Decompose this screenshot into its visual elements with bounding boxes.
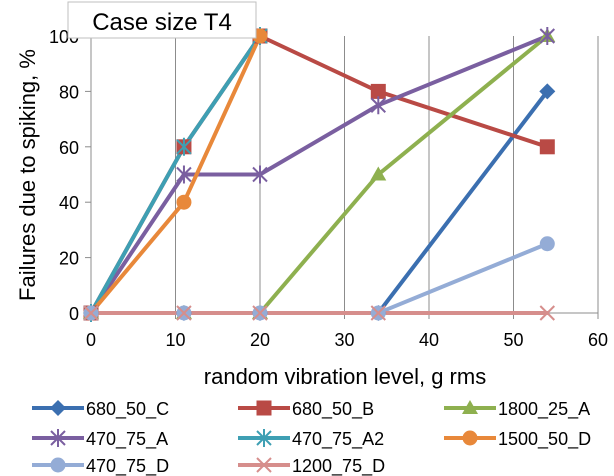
title-box: [67, 1, 257, 39]
marker-470_75_D-4: [539, 236, 555, 252]
marker-1200_75_D-1: [176, 305, 192, 321]
legend-marker-1200_75_D: [256, 457, 272, 473]
x-axis-label: random vibration level, g rms: [204, 364, 486, 389]
series-lines: [89, 34, 550, 315]
marker-1800_25_A-3: [370, 166, 387, 181]
marker-1200_75_D-0: [83, 305, 99, 321]
legend-label-470_75_A2: 470_75_A2: [292, 429, 384, 450]
legend-label-680_50_B: 680_50_B: [292, 399, 374, 420]
legend-label-1200_75_D: 1200_75_D: [292, 456, 385, 476]
legend-label-1800_25_A: 1800_25_A: [498, 399, 590, 420]
x-tick-label-30: 30: [334, 330, 354, 350]
marker-470_75_A-2: [252, 165, 268, 184]
legend-label-470_75_A: 470_75_A: [86, 429, 168, 450]
marker-1200_75_D-4: [539, 305, 556, 321]
legend-marker-1500_50_D: [462, 430, 478, 446]
legend-marker-680_50_C: [50, 400, 66, 416]
y-tick-label-40: 40: [59, 193, 79, 213]
legend-marker-470_75_A: [50, 429, 66, 447]
marker-1200_75_D-3: [370, 305, 387, 321]
y-tick-label-0: 0: [69, 304, 79, 324]
x-tick-label-50: 50: [503, 330, 523, 350]
marker-680_50_B-4: [539, 139, 555, 155]
marker-470_75_A-1: [176, 165, 192, 184]
legend-marker-680_50_B: [256, 400, 272, 416]
marker-680_50_B-3: [370, 83, 386, 99]
marker-1200_75_D-2: [252, 305, 268, 321]
x-tick-label-60: 60: [588, 330, 608, 350]
marker-470_75_A-3: [370, 96, 387, 115]
legend-marker-1800_25_A: [462, 400, 478, 414]
grid: [175, 36, 599, 313]
y-axis-label: Failures due to spiking, %: [15, 49, 40, 301]
legend-label-1500_50_D: 1500_50_D: [498, 429, 591, 450]
legend-marker-470_75_D: [50, 457, 66, 473]
legend-marker-470_75_A2: [256, 429, 272, 447]
chart-title: Case size T4: [92, 9, 232, 36]
marker-470_75_A2-1: [176, 137, 192, 156]
series-line-470_75_D: [89, 241, 550, 315]
legend-label-470_75_D: 470_75_D: [86, 456, 169, 476]
y-tick-label-80: 80: [59, 82, 79, 102]
legend-label-680_50_C: 680_50_C: [86, 399, 169, 420]
x-tick-label-10: 10: [165, 330, 185, 350]
marker-470_75_A-4: [539, 27, 556, 45]
marker-680_50_C-4: [539, 83, 556, 100]
marker-1500_50_D-1: [176, 194, 192, 210]
y-tick-label-20: 20: [59, 249, 79, 269]
x-tick-label-20: 20: [250, 330, 270, 350]
y-tick-label-60: 60: [59, 138, 79, 158]
axes: [85, 35, 599, 319]
legend: 680_50_C 680_50_B 1800_25_A 470_75_A 470_75_…: [32, 399, 591, 476]
series-markers: [83, 27, 556, 322]
x-tick-label-40: 40: [419, 330, 439, 350]
x-tick-label-0: 0: [86, 330, 96, 350]
